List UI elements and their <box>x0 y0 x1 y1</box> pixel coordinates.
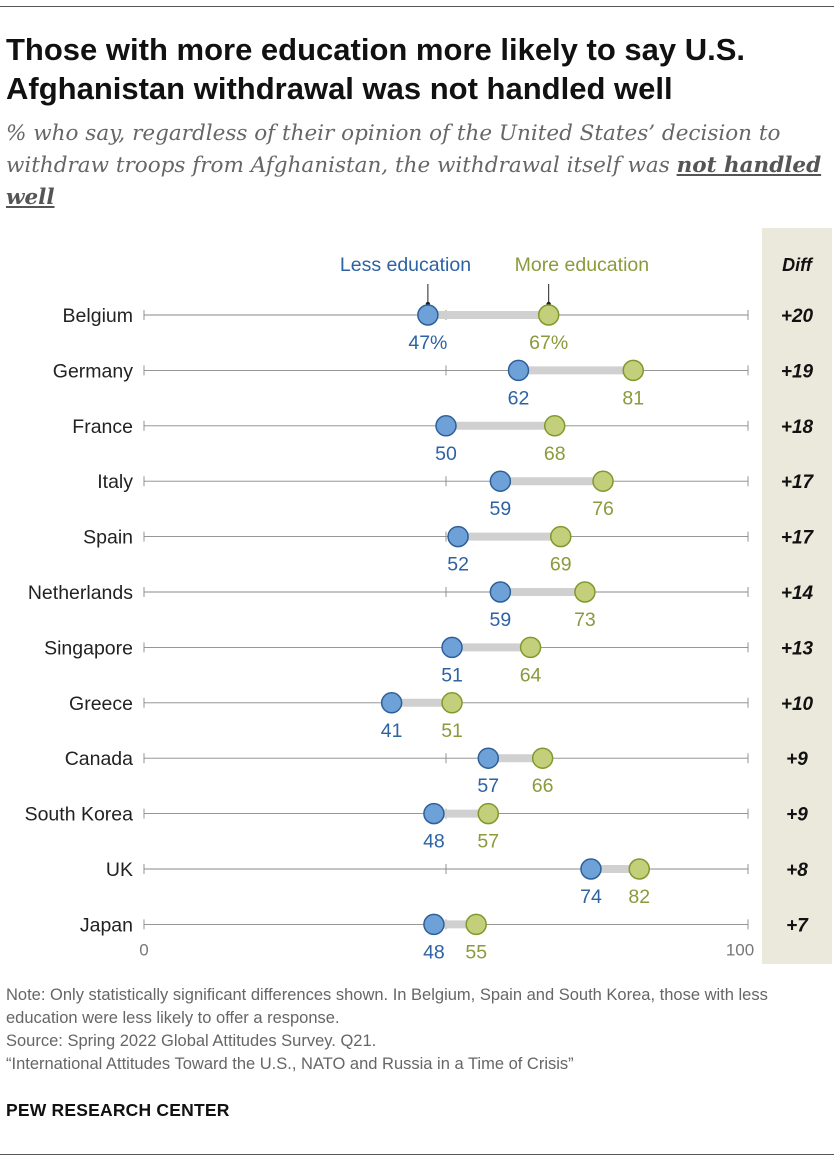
x-tick-label: 0 <box>139 940 148 959</box>
value-label-more: 66 <box>532 775 554 797</box>
legend-more-education: More education <box>515 254 649 276</box>
dot-more-education <box>537 304 560 326</box>
dot-more-education <box>477 802 500 825</box>
value-label-more: 57 <box>477 831 499 853</box>
report-title-text: “International Attitudes Toward the U.S.… <box>6 1055 574 1073</box>
diff-value: +20 <box>781 306 814 327</box>
value-label-more: 81 <box>622 387 644 409</box>
note-text: Note: Only statistically significant dif… <box>6 986 768 1027</box>
diff-value: +17 <box>781 528 815 549</box>
diff-value: +19 <box>781 361 814 382</box>
bottom-rule <box>0 1154 834 1155</box>
dot-more-education <box>574 581 596 603</box>
dot-more-education <box>622 359 644 382</box>
dot-more-education <box>550 525 572 548</box>
dot-less-education <box>447 525 469 548</box>
category-label: South Korea <box>25 804 134 826</box>
value-label-more: 51 <box>441 720 463 742</box>
category-label: Singapore <box>44 637 133 659</box>
dot-less-education <box>507 359 530 382</box>
dot-more-education <box>592 470 614 492</box>
value-label-less: 50 <box>435 443 457 465</box>
value-label-more: 82 <box>628 886 650 908</box>
value-label-less: 62 <box>508 387 530 409</box>
diff-value: +18 <box>781 417 814 438</box>
dot-more-education <box>628 858 651 880</box>
value-label-more: 67% <box>529 332 568 354</box>
dot-less-education <box>441 636 463 659</box>
subtitle-emphasis: not handled well <box>6 153 822 210</box>
diff-value: +8 <box>786 860 808 881</box>
chart-subtitle: % who say, regardless of their opinion o… <box>6 118 836 214</box>
value-label-less: 59 <box>490 609 512 631</box>
dot-less-education <box>380 692 403 714</box>
category-label: Spain <box>83 527 133 549</box>
dot-less-education <box>423 802 445 825</box>
category-label: Netherlands <box>28 582 133 604</box>
diff-value: +13 <box>781 638 814 659</box>
dot-less-education <box>417 304 439 326</box>
value-label-more: 76 <box>592 498 614 520</box>
value-label-more: 69 <box>550 554 572 576</box>
value-label-less: 59 <box>490 498 512 520</box>
chart-title: Those with more education more likely to… <box>6 32 746 106</box>
value-label-less: 41 <box>381 720 403 742</box>
category-label: Belgium <box>63 305 133 327</box>
dot-more-education <box>543 415 566 437</box>
value-label-less: 51 <box>441 664 463 686</box>
diff-value: +14 <box>781 583 814 604</box>
value-label-less: 48 <box>423 941 445 963</box>
diff-value: +10 <box>781 694 814 715</box>
value-label-more: 64 <box>520 664 542 686</box>
dot-less-education <box>580 858 602 880</box>
diff-header: Diff <box>782 255 814 275</box>
value-label-more: 68 <box>544 443 566 465</box>
value-label-less: 52 <box>447 554 469 576</box>
source-text: Source: Spring 2022 Global Attitudes Sur… <box>6 1032 377 1050</box>
diff-value: +17 <box>781 472 815 493</box>
dot-less-education <box>435 415 457 437</box>
subtitle-text: % who say, regardless of their opinion o… <box>6 121 781 178</box>
dot-less-education <box>423 913 445 936</box>
chart-notes: Note: Only statistically significant dif… <box>6 984 836 1076</box>
value-label-more: 55 <box>465 941 487 963</box>
diff-value: +9 <box>786 805 808 826</box>
category-label: Canada <box>65 748 133 770</box>
value-label-less: 47% <box>408 332 447 354</box>
brand-logo-text: PEW RESEARCH CENTER <box>6 1100 230 1120</box>
x-tick-label: 100 <box>726 940 754 959</box>
dot-more-education <box>531 747 554 769</box>
category-label: France <box>72 416 133 438</box>
value-label-more: 73 <box>574 609 596 631</box>
legend-less-education: Less education <box>340 254 471 276</box>
top-rule <box>0 6 834 7</box>
dot-less-education <box>489 470 512 492</box>
dot-less-education <box>489 581 512 603</box>
value-label-less: 74 <box>580 886 602 908</box>
value-label-less: 57 <box>477 775 499 797</box>
dot-more-education <box>441 692 463 714</box>
category-label: Greece <box>69 693 133 715</box>
dot-less-education <box>477 747 500 769</box>
diff-column-background <box>762 228 832 964</box>
value-label-less: 48 <box>423 831 445 853</box>
category-label: Germany <box>53 360 133 382</box>
diff-value: +9 <box>786 749 808 770</box>
diff-value: +7 <box>786 915 809 936</box>
dot-more-education <box>465 913 487 936</box>
dot-plot-chart: Less education More education Diff Belgium 4… <box>25 254 815 963</box>
category-label: Italy <box>97 471 133 493</box>
category-label: UK <box>106 859 133 881</box>
category-label: Japan <box>80 914 133 936</box>
dot-more-education <box>519 636 542 659</box>
